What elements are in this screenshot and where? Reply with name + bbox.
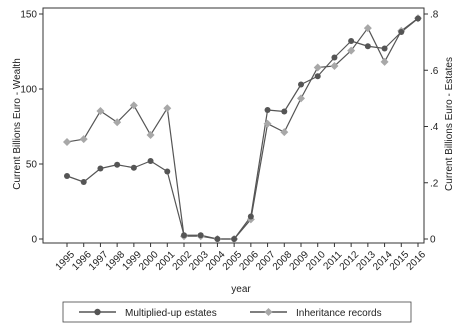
legend-swatch-marker-multiplied [94, 308, 101, 316]
legend-swatch-marker-inheritance [264, 308, 273, 316]
plot-frame [42, 7, 425, 244]
y2-tick-label: 0 [430, 235, 436, 246]
y2-axis-title: Current Billions Euro - Estates [444, 57, 454, 191]
data-point-multiplied-up-estates [114, 161, 121, 168]
y-tick-label: 50 [26, 160, 38, 171]
data-point-multiplied-up-estates [80, 179, 87, 185]
x-tick-label: 2016 [405, 249, 429, 273]
y2-tick-label: .2 [430, 178, 439, 189]
y2-tick-label: .6 [430, 66, 439, 77]
data-point-inheritance-records [280, 128, 289, 137]
data-point-inheritance-records [163, 104, 172, 113]
y-axis-title: Current Billions Euro - Wealth [12, 58, 23, 190]
data-point-inheritance-records [380, 57, 389, 66]
data-point-multiplied-up-estates [97, 165, 104, 172]
data-point-inheritance-records [113, 118, 122, 127]
data-point-multiplied-up-estates [130, 164, 137, 171]
series-line-multiplied-up-estates [66, 18, 419, 240]
data-point-multiplied-up-estates [381, 45, 388, 52]
data-point-inheritance-records [79, 135, 88, 144]
data-point-inheritance-records [263, 119, 272, 128]
data-point-inheritance-records [313, 63, 322, 72]
data-point-inheritance-records [363, 24, 372, 33]
data-point-multiplied-up-estates [281, 108, 288, 115]
legend-label-inheritance: Inheritance records [296, 308, 382, 319]
data-point-inheritance-records [297, 94, 305, 103]
legend: Multiplied-up estates Inheritance record… [62, 301, 412, 323]
data-point-inheritance-records [146, 130, 155, 139]
data-point-multiplied-up-estates [164, 168, 171, 175]
data-point-inheritance-records [347, 46, 356, 55]
data-point-multiplied-up-estates [214, 236, 221, 242]
data-point-multiplied-up-estates [231, 236, 238, 242]
data-point-multiplied-up-estates [247, 213, 254, 220]
data-point-inheritance-records [129, 101, 138, 110]
y-tick-label: 0 [31, 235, 37, 246]
data-point-inheritance-records [330, 62, 339, 71]
data-point-multiplied-up-estates [415, 15, 421, 22]
markers-layer [63, 14, 422, 243]
legend-label-multiplied: Multiplied-up estates [125, 308, 217, 319]
data-point-multiplied-up-estates [364, 43, 371, 50]
data-point-multiplied-up-estates [298, 81, 304, 88]
y2-tick-label: .4 [430, 122, 439, 133]
x-axis-title: year [231, 284, 251, 295]
data-point-multiplied-up-estates [331, 54, 338, 61]
legend-box [62, 301, 412, 323]
data-point-multiplied-up-estates [197, 232, 204, 239]
data-point-multiplied-up-estates [264, 107, 271, 113]
data-point-multiplied-up-estates [181, 232, 187, 239]
y-tick-label: 150 [20, 10, 37, 21]
series-line-inheritance-records [66, 17, 419, 240]
data-point-multiplied-up-estates [147, 158, 154, 164]
data-point-multiplied-up-estates [398, 29, 405, 35]
y2-tick-label: .8 [430, 10, 439, 21]
data-point-inheritance-records [96, 107, 105, 116]
data-point-inheritance-records [63, 137, 71, 146]
y-tick-label: 100 [20, 85, 37, 96]
data-point-multiplied-up-estates [64, 173, 70, 179]
data-point-multiplied-up-estates [348, 38, 355, 44]
data-point-multiplied-up-estates [314, 73, 321, 80]
lines-layer [66, 17, 419, 240]
